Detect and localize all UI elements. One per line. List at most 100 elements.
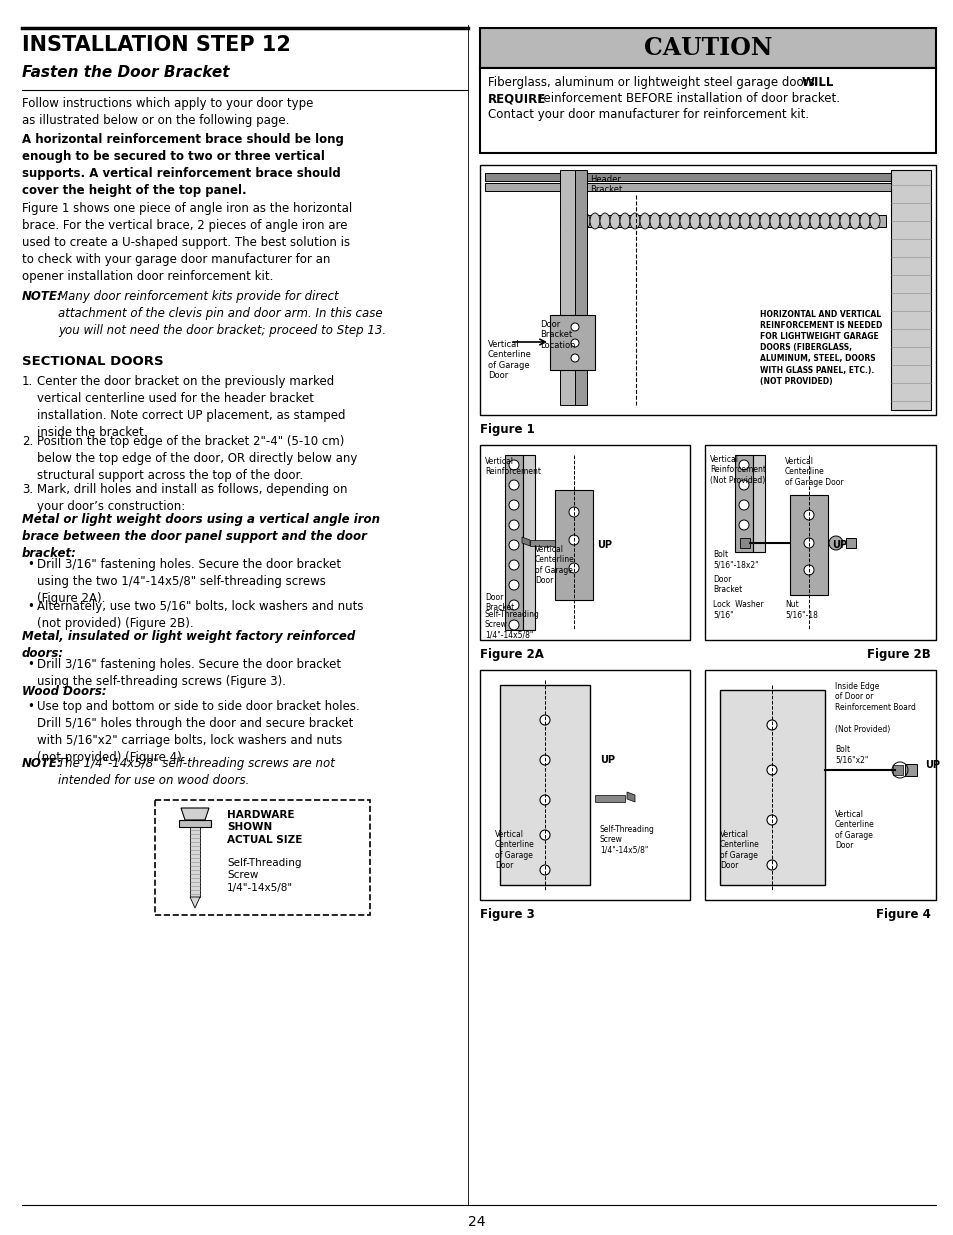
- Circle shape: [509, 600, 518, 610]
- Text: HORIZONTAL AND VERTICAL
REINFORCEMENT IS NEEDED
FOR LIGHTWEIGHT GARAGE
DOORS (FI: HORIZONTAL AND VERTICAL REINFORCEMENT IS…: [760, 310, 882, 385]
- Text: Figure 4: Figure 4: [875, 908, 930, 921]
- Text: Header
Bracket: Header Bracket: [589, 175, 621, 194]
- Text: Self-Threading
Screw
1/4"-14x5/8": Self-Threading Screw 1/4"-14x5/8": [599, 825, 654, 855]
- Text: Vertical
Centerline
of Garage
Door: Vertical Centerline of Garage Door: [720, 830, 759, 871]
- Bar: [559, 215, 885, 227]
- Circle shape: [568, 535, 578, 545]
- Bar: [704, 671, 935, 900]
- Bar: [154, 800, 370, 915]
- Text: UP: UP: [597, 540, 612, 550]
- Text: Follow instructions which apply to your door type
as illustrated below or on the: Follow instructions which apply to your …: [22, 98, 313, 127]
- Bar: [504, 454, 522, 630]
- Bar: [752, 454, 764, 552]
- Polygon shape: [626, 792, 635, 802]
- Bar: [479, 28, 935, 68]
- Text: Drill 3/16" fastening holes. Secure the door bracket
using the self-threading sc: Drill 3/16" fastening holes. Secure the …: [37, 658, 341, 688]
- Circle shape: [509, 559, 518, 571]
- Text: Contact your door manufacturer for reinforcement kit.: Contact your door manufacturer for reinf…: [488, 107, 808, 121]
- Ellipse shape: [569, 212, 579, 228]
- Circle shape: [509, 480, 518, 490]
- Bar: [740, 538, 749, 548]
- Ellipse shape: [679, 212, 689, 228]
- Ellipse shape: [800, 212, 809, 228]
- Ellipse shape: [599, 212, 609, 228]
- Bar: [892, 764, 902, 776]
- Text: Vertical
Centerline
of Garage
Door: Vertical Centerline of Garage Door: [535, 545, 574, 585]
- Circle shape: [539, 864, 550, 876]
- Circle shape: [509, 520, 518, 530]
- Ellipse shape: [589, 212, 599, 228]
- Text: Fiberglass, aluminum or lightweight steel garage doors: Fiberglass, aluminum or lightweight stee…: [488, 77, 818, 89]
- Circle shape: [509, 500, 518, 510]
- Circle shape: [803, 538, 813, 548]
- Text: reinforcement BEFORE installation of door bracket.: reinforcement BEFORE installation of doo…: [535, 91, 840, 105]
- Circle shape: [509, 459, 518, 471]
- Polygon shape: [181, 808, 209, 820]
- Circle shape: [568, 508, 578, 517]
- Ellipse shape: [609, 212, 619, 228]
- Text: Use top and bottom or side to side door bracket holes.
Drill 5/16" holes through: Use top and bottom or side to side door …: [37, 700, 359, 764]
- Circle shape: [739, 459, 748, 471]
- Ellipse shape: [669, 212, 679, 228]
- Text: CAUTION: CAUTION: [643, 36, 771, 61]
- Text: 24: 24: [468, 1215, 485, 1229]
- Text: Vertical
Reinforcement: Vertical Reinforcement: [484, 457, 540, 477]
- Text: Lock  Washer
5/16": Lock Washer 5/16": [712, 600, 762, 620]
- Text: Door
Bracket: Door Bracket: [712, 576, 741, 594]
- Ellipse shape: [780, 212, 789, 228]
- Bar: [550, 315, 595, 370]
- Circle shape: [571, 338, 578, 347]
- Ellipse shape: [859, 212, 869, 228]
- Bar: [479, 445, 689, 640]
- Text: INSTALLATION STEP 12: INSTALLATION STEP 12: [22, 35, 291, 56]
- Ellipse shape: [649, 212, 659, 228]
- Circle shape: [568, 563, 578, 573]
- Bar: [479, 165, 935, 415]
- Text: Metal or light weight doors using a vertical angle iron
brace between the door p: Metal or light weight doors using a vert…: [22, 513, 379, 559]
- Circle shape: [766, 815, 776, 825]
- Text: Alternately, use two 5/16" bolts, lock washers and nuts
(not provided) (Figure 2: Alternately, use two 5/16" bolts, lock w…: [37, 600, 363, 630]
- Ellipse shape: [760, 212, 769, 228]
- Ellipse shape: [749, 212, 760, 228]
- Text: UP: UP: [831, 540, 846, 550]
- Bar: [890, 170, 930, 410]
- Text: WILL: WILL: [801, 77, 834, 89]
- Text: Vertical
Centerline
of Garage
Door: Vertical Centerline of Garage Door: [488, 340, 532, 380]
- Ellipse shape: [840, 212, 849, 228]
- Text: Vertical
Reinforcement
(Not Provided): Vertical Reinforcement (Not Provided): [709, 454, 765, 485]
- Text: Wood Doors:: Wood Doors:: [22, 685, 107, 698]
- Circle shape: [539, 715, 550, 725]
- Polygon shape: [190, 897, 200, 908]
- Text: HARDWARE
SHOWN
ACTUAL SIZE: HARDWARE SHOWN ACTUAL SIZE: [227, 810, 302, 845]
- Ellipse shape: [659, 212, 669, 228]
- Bar: [484, 173, 930, 182]
- Bar: [190, 827, 200, 897]
- Bar: [559, 170, 575, 405]
- Ellipse shape: [700, 212, 709, 228]
- Circle shape: [828, 536, 842, 550]
- Circle shape: [739, 480, 748, 490]
- Text: Metal, insulated or light weight factory reinforced
doors:: Metal, insulated or light weight factory…: [22, 630, 355, 659]
- Ellipse shape: [579, 212, 589, 228]
- Bar: [479, 68, 935, 153]
- Circle shape: [509, 540, 518, 550]
- Text: Inside Edge
of Door or
Reinforcement Board: Inside Edge of Door or Reinforcement Boa…: [834, 682, 915, 711]
- Ellipse shape: [809, 212, 820, 228]
- Ellipse shape: [639, 212, 649, 228]
- Bar: [734, 454, 752, 552]
- Text: NOTE:: NOTE:: [22, 290, 63, 303]
- Circle shape: [803, 564, 813, 576]
- Text: Bolt
5/16"-18x2": Bolt 5/16"-18x2": [712, 550, 758, 569]
- Circle shape: [766, 720, 776, 730]
- Bar: [522, 454, 535, 630]
- Circle shape: [509, 580, 518, 590]
- Text: Nut
5/16"-18: Nut 5/16"-18: [784, 600, 817, 620]
- Ellipse shape: [740, 212, 749, 228]
- Text: UP: UP: [924, 760, 939, 769]
- Text: Door
Bracket
Location: Door Bracket Location: [539, 320, 575, 350]
- Polygon shape: [720, 690, 824, 885]
- Text: Vertical
Centerline
of Garage
Door: Vertical Centerline of Garage Door: [495, 830, 535, 871]
- Polygon shape: [521, 537, 530, 546]
- Text: (Not Provided): (Not Provided): [834, 725, 889, 734]
- Text: A horizontal reinforcement brace should be long
enough to be secured to two or t: A horizontal reinforcement brace should …: [22, 133, 343, 198]
